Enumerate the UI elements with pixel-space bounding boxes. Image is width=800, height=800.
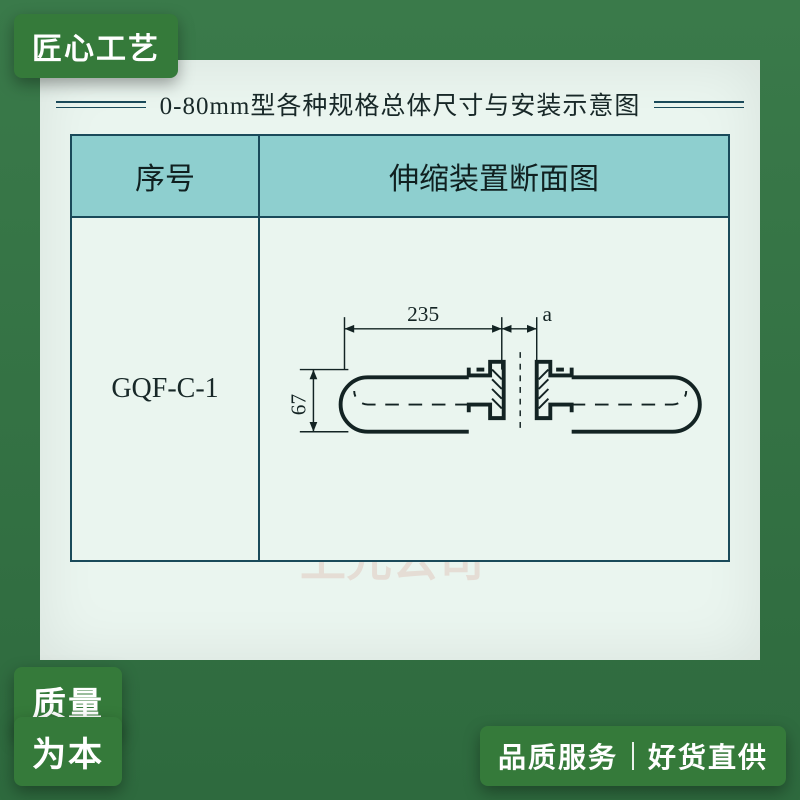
title-rule-right [654, 101, 744, 108]
title-row: 0-80mm型各种规格总体尺寸与安装示意图 [40, 86, 760, 122]
section-svg: 235 a [261, 219, 727, 559]
page-title: 0-80mm型各种规格总体尺寸与安装示意图 [160, 86, 641, 122]
badge-bottom-left-2: 为本 [14, 717, 122, 786]
col-header-diagram: 伸缩装置断面图 [259, 135, 729, 217]
dim-width: 235 [344, 302, 501, 370]
joint-right [537, 362, 700, 432]
dim-height-label: 67 [287, 394, 311, 416]
document-page: 上元公司 上元公司 上元公司 0-80mm型各种规格总体尺寸与安装示意图 序号 … [40, 60, 760, 660]
cell-diagram: 235 a [259, 217, 729, 561]
badge-bottom-right: 品质服务 好货直供 [480, 726, 786, 786]
section-diagram: 235 a [261, 219, 727, 559]
divider-icon [632, 742, 634, 770]
cell-seq: GQF-C-1 [71, 217, 259, 561]
table-header-row: 序号 伸缩装置断面图 [71, 135, 729, 217]
badge-br-part-a: 品质服务 [498, 736, 618, 776]
table-row: GQF-C-1 235 [71, 217, 729, 561]
title-rule-left [56, 101, 146, 108]
col-header-seq: 序号 [71, 135, 259, 217]
joint-left [341, 362, 504, 432]
badge-top-left: 匠心工艺 [14, 14, 178, 78]
badge-br-part-b: 好货直供 [648, 736, 768, 776]
dim-width-label: 235 [407, 302, 439, 326]
dim-gap-label: a [543, 302, 553, 326]
dim-gap: a [502, 302, 553, 370]
spec-table: 序号 伸缩装置断面图 GQF-C-1 [70, 134, 730, 562]
